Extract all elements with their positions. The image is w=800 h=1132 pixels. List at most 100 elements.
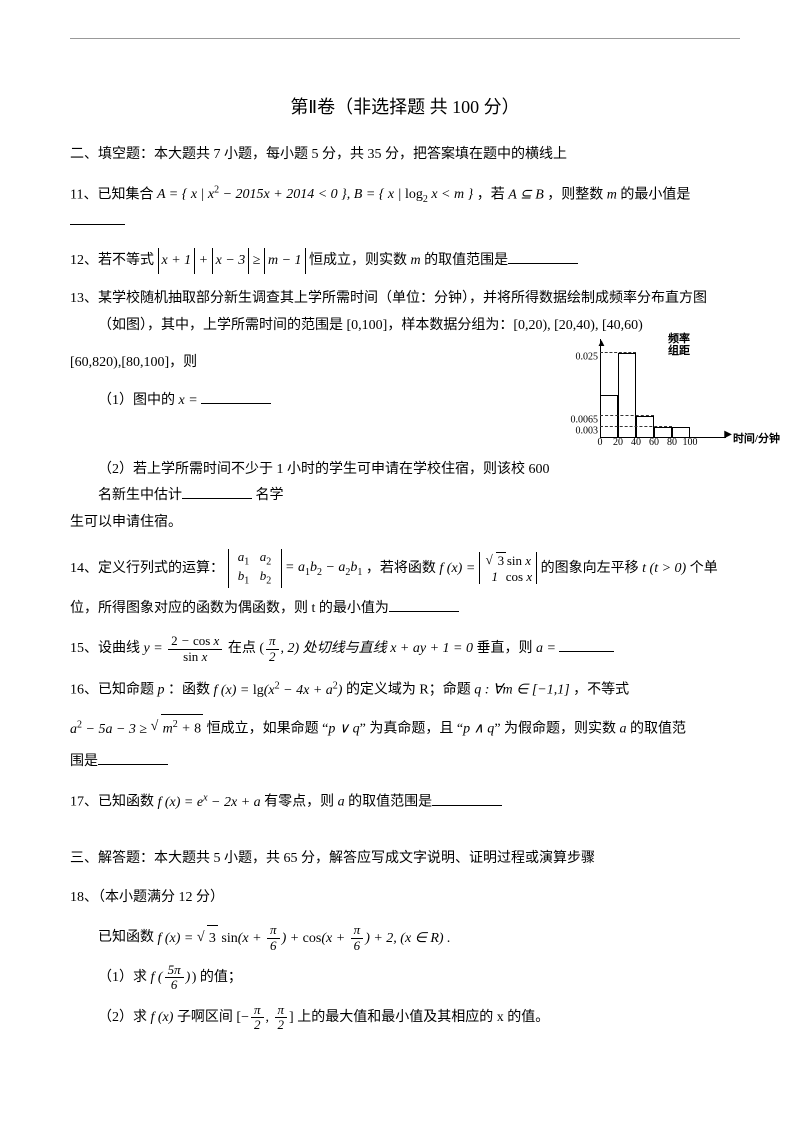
q14-det-eq: = a1b2 − a2b1 [285,560,362,575]
q18-s1b: ) 的值； [192,970,242,985]
q14-det-def: a1a2 b1b2 [228,549,282,588]
question-16: 16、已知命题 p ：函数 f (x) = lg(x2 − 4x + a2) 的… [70,676,740,704]
question-14: 14、定义行列式的运算： a1a2 b1b2 = a1b2 − a2b1 ，若将… [70,549,740,588]
histogram-xtick: 80 [667,433,677,452]
histogram-bar-0 [600,395,618,438]
q13-s1-blank[interactable] [201,390,271,404]
q17-end: 的取值范围是 [348,795,432,810]
q12-prefix: 12、若不等式 [70,253,154,268]
q16-l2e: 的取值范 [627,722,687,737]
q18-frac-neg: π2 [251,1003,264,1033]
q14-t: t (t > 0) [642,560,686,575]
q11-tail: ，则整数 [547,187,607,202]
q16-l2c: ” 为真命题，且 “ [360,722,463,737]
q13-s1-pre: （1）图中的 [98,393,179,408]
q15-pi2: π2 [266,634,279,664]
q16-a: a [620,722,627,737]
exam-page: 第Ⅱ卷（非选择题 共 100 分） 二、填空题：本大题共 7 小题，每小题 5 … [0,0,800,1072]
q15-pt: 在点 ( [228,641,264,656]
q16-blank[interactable] [98,751,168,765]
q16-l3: 围是 [70,754,98,769]
q12-expr: x + 1 + x − 3 ≥ m − 1 [158,253,310,268]
q12-mid: 恒成立，则实数 [309,253,411,268]
histogram-xtick: 0 [598,433,603,452]
histogram-xlabel: 时间/分钟 [733,429,780,450]
q14-blank[interactable] [389,598,459,612]
q13-line1: 13、某学校随机抽取部分新生调查其上学所需时间（单位：分钟），并将所得数据绘制成… [70,286,740,313]
q16-q: q : ∀m ∈ [−1,1] [474,683,569,698]
question-14-line2: 位，所得图象对应的函数为偶函数，则 t 的最小值为 [70,596,740,623]
q13-s1-var: x = [179,393,198,408]
q16-fx: f (x) = lg(x2 − 4x + a2) [214,683,343,698]
page-top-rule [70,38,740,39]
q16-l1c: 的定义域为 R；命题 [346,683,474,698]
q16-l2b: 恒成立，如果命题 “ [207,722,329,737]
q12-end: 的取值范围是 [424,253,508,268]
histogram-xtick: 20 [613,433,623,452]
question-16-line2: a2 − 5a − 3 ≥ m2 + 8 恒成立，如果命题 “p ∨ q” 为真… [70,714,740,743]
q18-s2a: （2）求 [98,1010,151,1025]
q17-a: a [338,795,345,810]
q17-pre: 17、已知函数 [70,795,158,810]
histogram-ytick: 0.025 [576,347,599,366]
q16-l1b: ：函数 [168,683,214,698]
q18-s1-f: f (5π6) [151,970,191,985]
q14-prefix: 14、定义行列式的运算： [70,560,224,575]
q12-var: m [411,253,421,268]
q14-fx: f (x) = [439,560,475,575]
question-18-fn: 已知函数 f (x) = 3 sin(x + π6) + cos(x + π6)… [98,923,740,953]
q12-blank[interactable] [508,250,578,264]
q17-mid: 有零点，则 [264,795,338,810]
question-18-sub1: （1）求 f (5π6) ) 的值； [98,963,740,993]
q13-s2c: 生可以申请住宿。 [70,510,740,537]
section-2-heading: 二、填空题：本大题共 7 小题，每小题 5 分，共 35 分，把答案填在题中的横… [70,142,740,169]
q15-frac: 2 − cos x sin x [168,634,222,664]
histogram-ylabel: 频率组距 [668,333,690,357]
q13-s2b: 名学 [256,488,284,503]
histogram-xtick: 60 [649,433,659,452]
q14-det-fx: 3sin x 1cos x [479,552,537,584]
q14-after: 的图象向左平移 [541,560,643,575]
q18-frac-pos: π2 [275,1003,288,1033]
histogram-xtick: 100 [683,433,698,452]
q17-fx: f (x) = ex − 2x + a [158,795,261,810]
q11-sets: A = { x | x2 − 2015x + 2014 < 0 }, B = {… [157,187,473,202]
part2-title: 第Ⅱ卷（非选择题 共 100 分） [70,90,740,124]
q16-l1a: 16、已知命题 [70,683,158,698]
histogram-figure: ▲▶频率组距时间/分钟0.0250.00650.003020406080100 [560,336,740,456]
q11-var: m [607,187,617,202]
q16-l2d: ” 为假命题，则实数 [494,722,619,737]
q15-a: a = [536,641,556,656]
q16-p: p [158,683,165,698]
q18-s2c: , [266,1010,273,1025]
question-13: 13、某学校随机抽取部分新生调查其上学所需时间（单位：分钟），并将所得数据绘制成… [70,286,740,536]
q13-s2-blank[interactable] [182,485,252,499]
q18-fx: f (x) = 3 sin(x + π6) + cos(x + π6) + 2,… [158,931,451,946]
q15-perp: 垂直，则 [476,641,536,656]
question-18-sub2: （2）求 f (x) 子啊区间 [−π2, π2] 上的最大值和最小值及其相应的… [98,1003,740,1033]
question-17: 17、已知函数 f (x) = ex − 2x + a 有零点，则 a 的取值范… [70,788,740,816]
q18-fnpre: 已知函数 [98,931,158,946]
question-12: 12、若不等式 x + 1 + x − 3 ≥ m − 1 恒成立，则实数 m … [70,248,740,275]
question-16-line3: 围是 [70,749,740,776]
q14-mid: ，若将函数 [366,560,440,575]
histogram-xtick: 40 [631,433,641,452]
q13-s2a: （2）若上学所需时间不少于 1 小时的学生可申请在学校住宿，则该校 600 名新… [98,462,550,504]
q14-unit: 个单 [690,560,718,575]
q11-cond: A ⊆ B [508,187,544,202]
histogram-bar-1 [618,353,636,438]
q16-l1d: ，不等式 [573,683,629,698]
q15-pt2: , 2) 处切线与直线 [281,641,391,656]
question-15: 15、设曲线 y = 2 − cos x sin x 在点 (π2, 2) 处切… [70,634,740,664]
q11-blank[interactable] [70,211,125,225]
section-3-heading: 三、解答题：本大题共 5 小题，共 65 分，解答应写成文字说明、证明过程或演算… [70,846,740,873]
q11-prefix: 11、已知集合 [70,187,157,202]
q16-or: p ∨ q [328,722,359,737]
q17-blank[interactable] [432,792,502,806]
q16-ineq: a2 − 5a − 3 ≥ m2 + 8 [70,722,203,737]
histogram-ytick: 0.003 [576,422,599,441]
question-18-head: 18、（本小题满分 12 分） [70,885,740,912]
q15-blank[interactable] [559,638,614,652]
q18-s2d: ] 上的最大值和最小值及其相应的 x 的值。 [289,1010,549,1025]
q11-mid: ，若 [477,187,509,202]
